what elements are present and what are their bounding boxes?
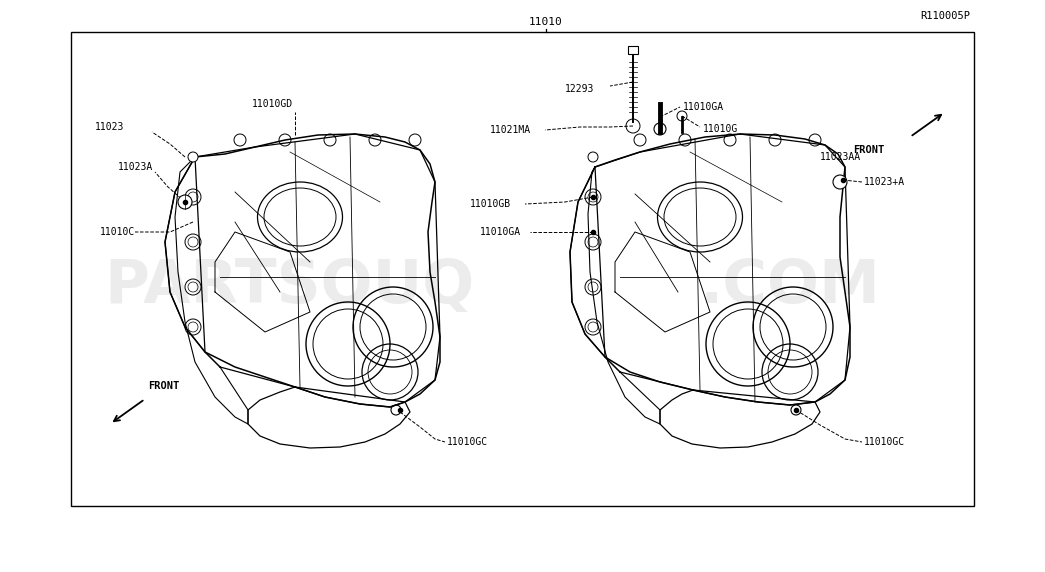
Text: FRONT: FRONT xyxy=(148,381,180,391)
Text: 12293: 12293 xyxy=(565,84,595,94)
Text: 11023+A: 11023+A xyxy=(864,177,905,187)
Text: 11010GC: 11010GC xyxy=(447,437,488,447)
Text: 11010G: 11010G xyxy=(703,124,738,134)
Text: 11021MA: 11021MA xyxy=(490,125,531,135)
Text: 11010: 11010 xyxy=(529,17,563,27)
Text: FRONT: FRONT xyxy=(853,145,884,155)
Bar xyxy=(628,46,638,54)
Text: 11010GB: 11010GB xyxy=(470,199,511,209)
Text: PARTSOUQ: PARTSOUQ xyxy=(104,256,475,316)
Text: R110005P: R110005P xyxy=(920,11,970,21)
Text: 11010GA: 11010GA xyxy=(683,102,724,112)
Text: 11010GC: 11010GC xyxy=(864,437,905,447)
Circle shape xyxy=(588,152,598,162)
Text: 11023AA: 11023AA xyxy=(820,152,861,162)
Circle shape xyxy=(654,123,666,135)
Circle shape xyxy=(833,175,847,189)
Text: 11010C: 11010C xyxy=(100,227,135,237)
Circle shape xyxy=(188,152,198,162)
Bar xyxy=(71,32,974,506)
Circle shape xyxy=(178,195,192,209)
Text: 11010GD: 11010GD xyxy=(252,99,294,109)
Text: .COM: .COM xyxy=(699,256,881,316)
Text: 11023A: 11023A xyxy=(118,162,154,172)
Text: 11023: 11023 xyxy=(95,122,124,132)
Text: 11010GA: 11010GA xyxy=(480,227,521,237)
